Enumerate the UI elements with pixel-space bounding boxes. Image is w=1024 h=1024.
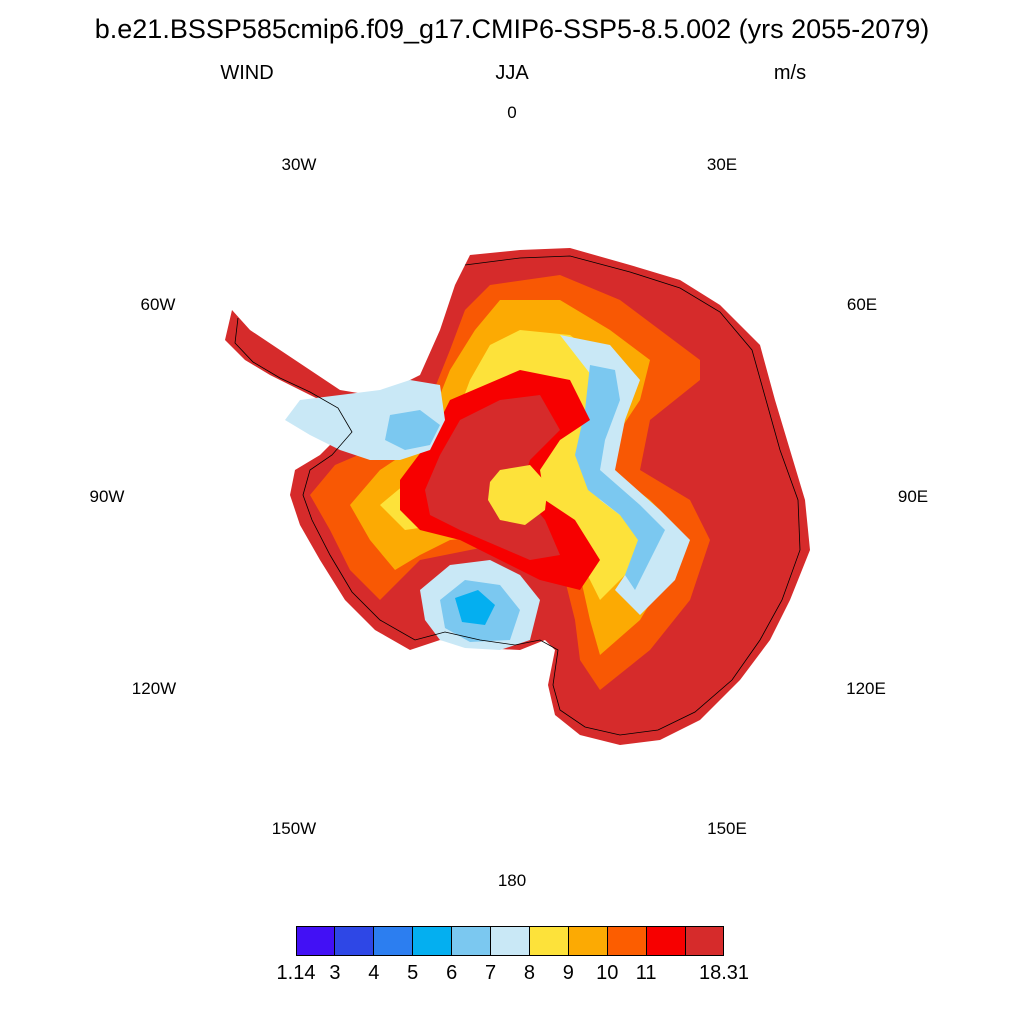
longitude-label-180: 180 [497, 871, 527, 890]
colorbar-label: 6 [446, 962, 458, 984]
colorbar-box-4 [451, 926, 490, 956]
south-pole-calm-zone [488, 465, 548, 525]
longitude-label-90e: 90E [897, 487, 929, 506]
map-title: b.e21.BSSP585cmip6.f09_g17.CMIP6-SSP5-8.… [94, 14, 930, 44]
longitude-label-30w: 30W [281, 155, 317, 174]
colorbar-label: 5 [407, 962, 419, 984]
longitude-label-0: 0 [507, 103, 517, 122]
longitude-label-120w: 120W [131, 679, 177, 698]
colorbar-label: 18.31 [698, 962, 750, 984]
colorbar [296, 926, 724, 956]
longitude-label-90w: 90W [89, 487, 125, 506]
colorbar-box-8 [607, 926, 646, 956]
season-label: JJA [495, 62, 529, 84]
longitude-label-120e: 120E [846, 679, 886, 698]
colorbar-label: 7 [484, 962, 497, 984]
colorbar-box-6 [529, 926, 568, 956]
colorbar-label: 11 [635, 962, 657, 984]
east-antarctica-medium-band [575, 365, 665, 590]
colorbar-box-10 [685, 926, 724, 956]
colorbar-label: 4 [368, 962, 380, 984]
longitude-label-60e: 60E [846, 295, 878, 314]
coastline [234, 255, 801, 736]
longitude-label-30e: 30E [706, 155, 738, 174]
colorbar-label: 1.14 [276, 962, 316, 984]
colorbar-box-0 [296, 926, 334, 956]
longitude-label-150w: 150W [271, 819, 317, 838]
ross-low-core [455, 590, 495, 625]
field-name-label: WIND [220, 62, 274, 84]
colorbar-label: 3 [329, 962, 341, 984]
longitude-label-60w: 60W [140, 295, 176, 314]
colorbar-label: 9 [562, 962, 574, 984]
longitude-label-150e: 150E [707, 819, 747, 838]
colorbar-label: 8 [523, 962, 536, 984]
colorbar-box-1 [334, 926, 373, 956]
colorbar-box-2 [373, 926, 412, 956]
weddell-medium-wind-region [385, 410, 440, 450]
colorbar-box-7 [568, 926, 607, 956]
colorbar-box-3 [412, 926, 451, 956]
colorbar-box-5 [490, 926, 529, 956]
units-label: m/s [773, 62, 807, 84]
colorbar-box-9 [646, 926, 685, 956]
colorbar-label: 10 [596, 962, 619, 984]
